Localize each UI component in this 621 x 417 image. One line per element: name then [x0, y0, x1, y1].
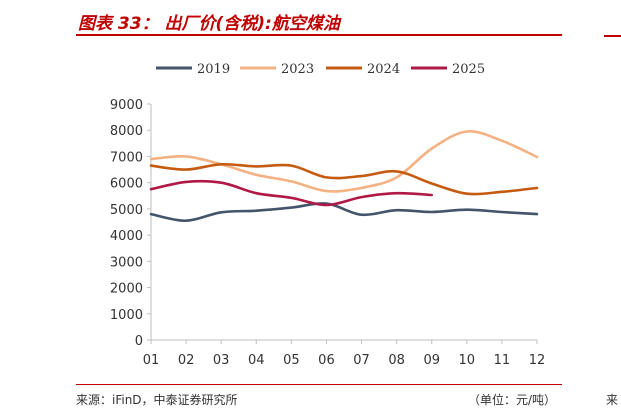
y-tick-label: 4000	[110, 229, 143, 244]
legend-item-2023: 2023	[240, 62, 314, 77]
y-tick-label: 5000	[110, 203, 143, 218]
x-tick-label: 07	[353, 353, 370, 368]
title-bar: 图表 33： 出厂价(含税):航空煤油	[76, 4, 562, 36]
series-line-2024	[149, 162, 539, 196]
legend-label: 2019	[197, 62, 230, 77]
x-axis: 01 02 03 04 05 06 07 08 09 10 11 12	[143, 339, 546, 368]
y-tick-label: 8000	[110, 124, 143, 139]
x-tick-label: 11	[494, 353, 511, 368]
chart-title: 图表 33： 出厂价(含税):航空煤油	[78, 14, 340, 34]
y-tick-label: 1000	[110, 308, 143, 323]
source-note: 来源：iFinD，中泰证券研究所	[76, 393, 238, 407]
legend-item-2019: 2019	[156, 62, 230, 77]
series-line-2019	[149, 202, 539, 223]
legend-label: 2023	[281, 62, 314, 77]
x-tick-label: 06	[318, 353, 335, 368]
legend-label: 2025	[452, 62, 485, 77]
plot-area	[149, 130, 539, 223]
series-line-2025	[149, 179, 433, 207]
legend: 2019 2023 2024 2025	[156, 62, 485, 77]
x-tick-label: 01	[143, 353, 160, 368]
x-tick-label: 04	[248, 353, 265, 368]
legend-item-2025: 2025	[411, 62, 485, 77]
x-tick-label: 05	[283, 353, 300, 368]
x-tick-label: 10	[459, 353, 476, 368]
x-tick-label: 08	[388, 353, 405, 368]
x-tick-label: 09	[423, 353, 440, 368]
unit-note: （单位：元/吨）	[467, 393, 556, 407]
adjacent-figure-note: 来	[606, 393, 619, 407]
y-tick-label: 6000	[110, 177, 143, 192]
x-tick-label: 03	[213, 353, 230, 368]
x-tick-label: 12	[529, 353, 546, 368]
x-tick-label: 02	[178, 353, 195, 368]
adjacent-figure-rule	[604, 35, 621, 37]
y-tick-label: 3000	[110, 255, 143, 270]
y-axis: 0 1000 2000 3000 4000 5000 6000 7000 8000 9000	[110, 98, 152, 349]
y-tick-label: 7000	[110, 150, 143, 165]
y-tick-label: 2000	[110, 282, 143, 297]
y-tick-label: 9000	[110, 98, 143, 113]
y-tick-label: 0	[135, 334, 143, 349]
legend-item-2024: 2024	[326, 62, 400, 77]
footer-bar: 来源：iFinD，中泰证券研究所 （单位：元/吨）	[76, 384, 562, 415]
legend-label: 2024	[367, 62, 400, 77]
